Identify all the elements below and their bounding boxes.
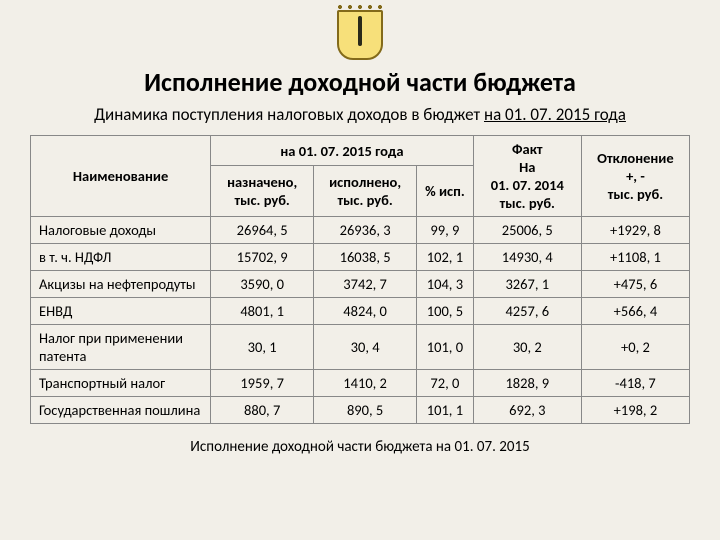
cell-name: Налоговые доходы — [31, 217, 211, 244]
cell-name: в т. ч. НДФЛ — [31, 244, 211, 271]
cell-dev: -418, 7 — [581, 370, 689, 397]
table-row: Транспортный налог 1959, 7 1410, 2 72, 0… — [31, 370, 690, 397]
cell-fact: 14930, 4 — [473, 244, 581, 271]
cell-assigned: 4801, 1 — [211, 298, 314, 325]
th-period: на 01. 07. 2015 года — [211, 136, 474, 166]
cell-fact: 30, 2 — [473, 325, 581, 370]
cell-assigned: 15702, 9 — [211, 244, 314, 271]
cell-dev: +475, 6 — [581, 271, 689, 298]
cell-name: ЕНВД — [31, 298, 211, 325]
table-row: Налоговые доходы 26964, 5 26936, 3 99, 9… — [31, 217, 690, 244]
table-body: Налоговые доходы 26964, 5 26936, 3 99, 9… — [31, 217, 690, 424]
table-row: Акцизы на нефтепродуты 3590, 0 3742, 7 1… — [31, 271, 690, 298]
cell-dev: +566, 4 — [581, 298, 689, 325]
cell-executed: 26936, 3 — [314, 217, 417, 244]
budget-table: Наименование на 01. 07. 2015 года Факт Н… — [30, 135, 690, 424]
page-subtitle: Динамика поступления налоговых доходов в… — [30, 104, 690, 125]
cell-dev: +1108, 1 — [581, 244, 689, 271]
cell-pct: 72, 0 — [417, 370, 474, 397]
cell-pct: 104, 3 — [417, 271, 474, 298]
cell-assigned: 1959, 7 — [211, 370, 314, 397]
cell-fact: 692, 3 — [473, 397, 581, 424]
th-pct: % исп. — [417, 166, 474, 217]
page-title: Исполнение доходной части бюджета — [30, 66, 690, 98]
cell-pct: 101, 1 — [417, 397, 474, 424]
cell-assigned: 880, 7 — [211, 397, 314, 424]
cell-fact: 3267, 1 — [473, 271, 581, 298]
cell-name: Государственная пошлина — [31, 397, 211, 424]
cell-assigned: 3590, 0 — [211, 271, 314, 298]
cell-pct: 100, 5 — [417, 298, 474, 325]
cell-assigned: 30, 1 — [211, 325, 314, 370]
table-row: Государственная пошлина 880, 7 890, 5 10… — [31, 397, 690, 424]
coat-of-arms-icon — [337, 10, 383, 60]
th-dev: Отклонение +, - тыс. руб. — [581, 136, 689, 217]
cell-name: Налог при применении патента — [31, 325, 211, 370]
th-name: Наименование — [31, 136, 211, 217]
cell-executed: 30, 4 — [314, 325, 417, 370]
cell-dev: +0, 2 — [581, 325, 689, 370]
subtitle-date: на 01. 07. 2015 года — [484, 104, 626, 125]
cell-fact: 1828, 9 — [473, 370, 581, 397]
subtitle-prefix: Динамика поступления налоговых доходов в… — [94, 104, 484, 125]
cell-executed: 16038, 5 — [314, 244, 417, 271]
cell-pct: 101, 0 — [417, 325, 474, 370]
cell-executed: 890, 5 — [314, 397, 417, 424]
slide: Исполнение доходной части бюджета Динами… — [0, 0, 720, 540]
table-row: Налог при применении патента 30, 1 30, 4… — [31, 325, 690, 370]
th-fact: Факт На 01. 07. 2014 тыс. руб. — [473, 136, 581, 217]
cell-executed: 4824, 0 — [314, 298, 417, 325]
cell-dev: +1929, 8 — [581, 217, 689, 244]
cell-assigned: 26964, 5 — [211, 217, 314, 244]
cell-executed: 1410, 2 — [314, 370, 417, 397]
cell-executed: 3742, 7 — [314, 271, 417, 298]
cell-name: Транспортный налог — [31, 370, 211, 397]
cell-pct: 102, 1 — [417, 244, 474, 271]
cell-name: Акцизы на нефтепродуты — [31, 271, 211, 298]
footer-caption: Исполнение доходной части бюджета на 01.… — [30, 438, 690, 456]
th-assigned: назначено, тыс. руб. — [211, 166, 314, 217]
cell-dev: +198, 2 — [581, 397, 689, 424]
th-executed: исполнено, тыс. руб. — [314, 166, 417, 217]
table-row: в т. ч. НДФЛ 15702, 9 16038, 5 102, 1 14… — [31, 244, 690, 271]
table-head: Наименование на 01. 07. 2015 года Факт Н… — [31, 136, 690, 217]
cell-pct: 99, 9 — [417, 217, 474, 244]
cell-fact: 4257, 6 — [473, 298, 581, 325]
cell-fact: 25006, 5 — [473, 217, 581, 244]
table-row: ЕНВД 4801, 1 4824, 0 100, 5 4257, 6 +566… — [31, 298, 690, 325]
